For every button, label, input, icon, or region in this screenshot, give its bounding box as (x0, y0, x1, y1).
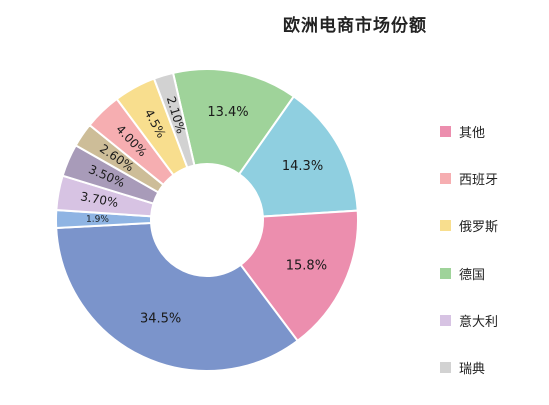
legend-label: 其他 (459, 125, 486, 141)
legend-item: 意大利 (440, 311, 545, 331)
legend-swatch (440, 125, 451, 137)
donut-slice (152, 71, 196, 169)
legend-item: 瑞典 (440, 358, 545, 378)
legend-item: 其他 (440, 121, 545, 141)
slice-label: 13.4% (207, 105, 248, 120)
donut-slice (171, 68, 296, 176)
legend-item: 西班牙 (440, 168, 545, 188)
donut-slice (237, 95, 359, 218)
legend-label: 西班牙 (459, 172, 499, 188)
legend-label: 瑞典 (459, 362, 486, 378)
slice-label: 1.9% (86, 215, 109, 225)
legend-swatch (440, 362, 451, 374)
slice-label: 14.3% (282, 159, 323, 174)
chart-title: 欧洲电商市场份额 (283, 16, 427, 36)
legend-label: 俄罗斯 (459, 220, 499, 236)
donut-slice (239, 209, 359, 343)
legend-swatch (440, 220, 451, 232)
legend-label: 意大利 (459, 315, 499, 331)
slice-label: 3.70% (79, 189, 119, 210)
slice-label: 34.5% (140, 312, 181, 327)
chart-legend: 其他西班牙俄罗斯德国意大利瑞典 (440, 121, 545, 405)
legend-label: 德国 (459, 267, 486, 283)
legend-swatch (440, 315, 451, 327)
legend-item: 俄罗斯 (440, 216, 545, 236)
legend-swatch (440, 267, 451, 279)
slice-label: 15.8% (286, 258, 327, 273)
legend-swatch (440, 172, 451, 184)
legend-item: 德国 (440, 263, 545, 283)
donut-slice (55, 221, 299, 372)
